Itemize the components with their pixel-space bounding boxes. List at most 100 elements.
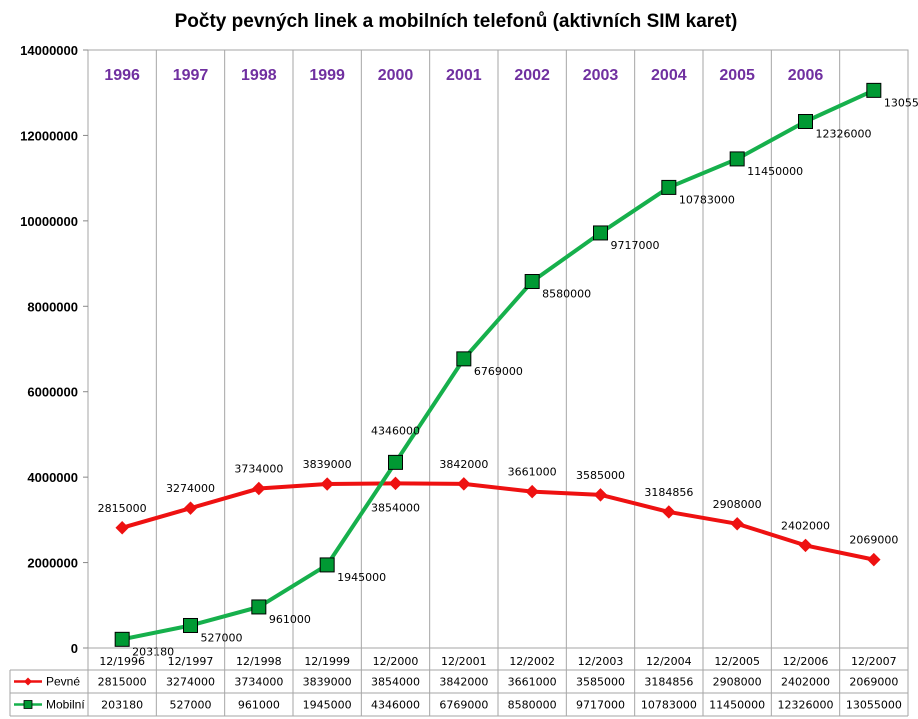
marker-pevne: [798, 538, 813, 553]
data-label-pevne: 3661000: [508, 466, 557, 479]
marker-pevne: [525, 484, 539, 499]
x-tick-label: 12/1998: [236, 655, 282, 668]
y-tick-label: 8000000: [27, 299, 78, 314]
data-label-pevne: 3842000: [439, 458, 488, 471]
table-cell-pevne: 3585000: [576, 676, 625, 689]
y-tick-label: 10000000: [20, 214, 78, 229]
data-label-mobilni: 1945000: [337, 571, 386, 584]
marker-pevne: [457, 477, 471, 491]
table-cell-pevne: 2069000: [849, 676, 898, 689]
y-tick-label: 6000000: [27, 385, 78, 400]
legend-label-pevne: Pevné: [46, 675, 80, 689]
y-tick-label: 14000000: [20, 43, 78, 58]
grid: [87, 49, 909, 649]
data-label-pevne: 3184856: [644, 486, 693, 499]
marker-pevne: [867, 552, 881, 567]
data-label-pevne: 3734000: [234, 463, 283, 476]
chart-title: Počty pevných linek a mobilních telefonů…: [175, 11, 738, 32]
data-label-mobilni: 203180: [132, 645, 174, 658]
table-cell-mobilni: 4346000: [371, 699, 420, 712]
table-cell-mobilni: 11450000: [709, 699, 765, 712]
marker-mobilni: [183, 617, 198, 633]
marker-pevne: [730, 517, 744, 531]
data-label-pevne: 3839000: [303, 458, 352, 471]
table-cell-pevne: 3734000: [234, 676, 283, 689]
marker-mobilni: [114, 631, 130, 647]
marker-mobilni: [798, 114, 813, 130]
marker-pevne: [183, 501, 198, 515]
data-label-pevne: 2908000: [713, 498, 762, 511]
x-tick-label: 12/1996: [99, 655, 145, 668]
table-cell-mobilni: 6769000: [439, 699, 488, 712]
data-label-mobilni: 12326000: [816, 128, 872, 141]
table-cell-mobilni: 8580000: [508, 699, 557, 712]
data-label-mobilni: 10783000: [679, 193, 735, 206]
data-label-pevne: 2815000: [98, 502, 147, 515]
table-cell-pevne: 3274000: [166, 676, 215, 689]
series-line-pevne: [121, 481, 875, 562]
table-cell-pevne: 3854000: [371, 676, 420, 689]
year-label: 1998: [241, 67, 277, 84]
data-table: 12/1996 12/1997 12/1998 12/1999 12/2000 12/20…: [9, 648, 909, 717]
data-label-pevne: 3854000: [371, 501, 420, 514]
table-cell-mobilni: 1945000: [303, 699, 352, 712]
data-label-mobilni: 4346000: [371, 424, 420, 437]
year-label: 2006: [788, 67, 824, 84]
marker-pevne: [593, 488, 608, 502]
table-cell-pevne: 2402000: [781, 676, 830, 689]
year-label: 2002: [514, 67, 550, 84]
table-cell-mobilni: 13055000: [846, 699, 902, 712]
y-tick-label: 12000000: [20, 128, 78, 143]
table-cell-mobilni: 12326000: [778, 699, 834, 712]
table-cell-pevne: 2815000: [98, 676, 147, 689]
data-label-pevne: 3274000: [166, 482, 215, 495]
series-lines: [121, 88, 875, 642]
year-label: 2004: [651, 67, 687, 84]
x-tick-label: 12/2001: [441, 655, 487, 668]
table-cell-mobilni: 203180: [101, 699, 143, 712]
data-label-mobilni: 8580000: [542, 288, 591, 301]
table-cell-pevne: 3839000: [303, 676, 352, 689]
marker-mobilni: [251, 599, 267, 615]
marker-mobilni: [456, 351, 472, 367]
marker-pevne: [320, 477, 334, 491]
year-label: 1999: [309, 67, 345, 84]
x-tick-label: 12/1997: [168, 655, 214, 668]
marker-mobilni: [524, 274, 540, 290]
data-label-mobilni: 527000: [201, 631, 243, 644]
marker-mobilni: [866, 82, 882, 98]
x-tick-label: 12/2006: [783, 655, 829, 668]
table-cell-mobilni: 527000: [170, 699, 212, 712]
marker-pevne: [115, 521, 129, 535]
y-tick-label: 2000000: [27, 556, 78, 571]
data-label-pevne: 2402000: [781, 519, 830, 532]
marker-mobilni: [661, 179, 677, 195]
data-label-mobilni: 6769000: [474, 365, 523, 378]
x-tick-label: 12/1999: [304, 655, 350, 668]
table-cell-pevne: 2908000: [713, 676, 762, 689]
year-label: 2001: [446, 67, 482, 84]
marker-mobilni: [319, 557, 335, 573]
legend-label-mobilni: Mobilní: [46, 698, 85, 712]
legend-key-pevne-marker: [24, 677, 32, 686]
series-markers: [114, 82, 882, 647]
data-label-pevne: 3585000: [576, 469, 625, 482]
data-label-pevne: 2069000: [849, 534, 898, 547]
table-cell-mobilni: 9717000: [576, 699, 625, 712]
data-label-mobilni: 11450000: [747, 165, 803, 178]
marker-pevne: [388, 476, 403, 491]
x-tick-label: 12/2002: [509, 655, 555, 668]
x-tick-label: 12/2005: [714, 655, 760, 668]
x-tick-label: 12/2000: [373, 655, 419, 668]
table-cell-mobilni: 961000: [238, 699, 280, 712]
data-labels: 2815000 3274000 3734000 3839000 3854000 38420…: [98, 96, 918, 658]
y-axis: 0 2000000 4000000 6000000 8000000 10000000 120…: [20, 43, 88, 656]
x-tick-label: 12/2007: [851, 655, 897, 668]
series-line-mobilni: [121, 88, 875, 642]
x-tick-label: 12/2004: [646, 655, 692, 668]
x-tick-label: 12/2003: [578, 655, 624, 668]
marker-mobilni: [729, 151, 745, 167]
year-label: 1996: [104, 67, 140, 84]
table-cell-pevne: 3661000: [508, 676, 557, 689]
